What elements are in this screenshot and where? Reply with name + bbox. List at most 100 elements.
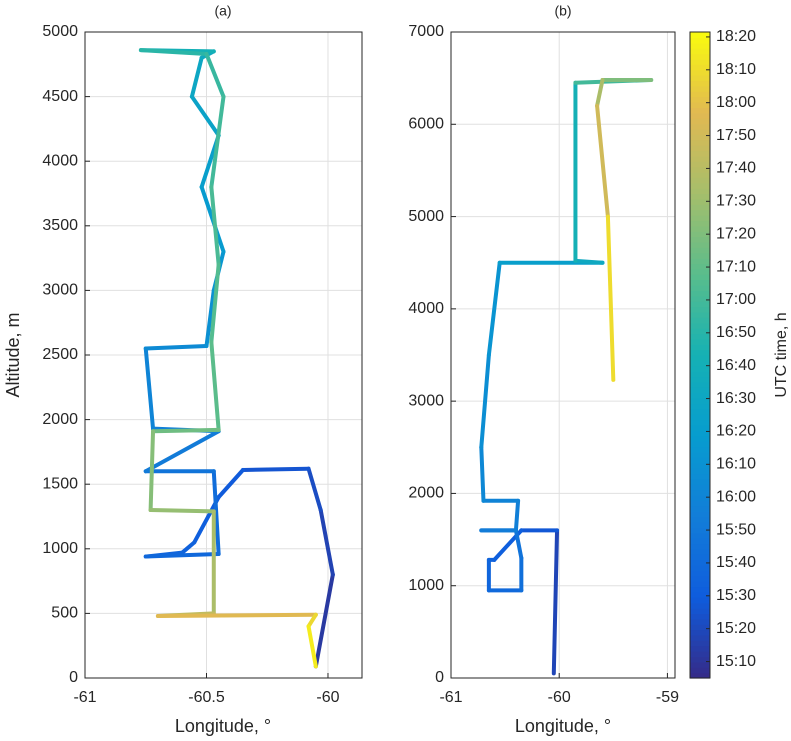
colorbar-tick-label: 15:30 bbox=[716, 587, 756, 604]
colorbar-cell bbox=[690, 505, 710, 512]
colorbar-cell bbox=[690, 532, 710, 539]
trajectory-segment bbox=[605, 214, 616, 382]
colorbar-cell bbox=[690, 225, 710, 232]
trajectory-segment bbox=[204, 51, 226, 99]
trajectory-segment bbox=[513, 528, 524, 561]
x-tick-label: -61 bbox=[439, 689, 462, 706]
colorbar-cell bbox=[690, 403, 710, 410]
colorbar-cell bbox=[690, 570, 710, 577]
colorbar-cell bbox=[690, 360, 710, 367]
colorbar-cell bbox=[690, 398, 710, 405]
colorbar-tick-label: 16:30 bbox=[716, 390, 756, 407]
colorbar-cell bbox=[690, 58, 710, 65]
y-axis-label: Altitude, m bbox=[3, 312, 23, 397]
colorbar-cell bbox=[690, 500, 710, 507]
colorbar-cell bbox=[690, 371, 710, 378]
colorbar-cell bbox=[690, 188, 710, 195]
trajectory-segment bbox=[313, 572, 335, 669]
colorbar-cell bbox=[690, 279, 710, 286]
colorbar-tick-label: 18:20 bbox=[716, 28, 756, 45]
colorbar-cell bbox=[690, 462, 710, 469]
y-tick-label: 2000 bbox=[42, 411, 78, 428]
trajectory-segment bbox=[486, 260, 502, 357]
trajectory-segment bbox=[479, 353, 491, 450]
colorbar-cell bbox=[690, 629, 710, 636]
x-tick-label: -61 bbox=[73, 689, 96, 706]
y-tick-label: 0 bbox=[69, 669, 78, 686]
colorbar-tick-label: 16:50 bbox=[716, 324, 756, 341]
y-tick-label: 1500 bbox=[42, 475, 78, 492]
y-tick-label: 3500 bbox=[42, 217, 78, 234]
colorbar-cell bbox=[690, 457, 710, 464]
y-tick-label: 7000 bbox=[408, 23, 444, 40]
trajectory-segment bbox=[143, 346, 156, 431]
colorbar-cell bbox=[690, 554, 710, 561]
colorbar-cell bbox=[690, 75, 710, 82]
colorbar-cell bbox=[690, 338, 710, 345]
colorbar-cell bbox=[690, 231, 710, 238]
colorbar-cell bbox=[690, 424, 710, 431]
y-tick-label: 5000 bbox=[408, 208, 444, 225]
colorbar-cell bbox=[690, 376, 710, 383]
trajectory-segment bbox=[151, 427, 221, 434]
colorbar-cell bbox=[690, 171, 710, 178]
trajectory-segment bbox=[209, 262, 221, 345]
trajectory-segment bbox=[306, 624, 318, 669]
colorbar-cell bbox=[690, 274, 710, 281]
colorbar-cell bbox=[690, 435, 710, 442]
x-tick-label: -59 bbox=[656, 689, 679, 706]
colorbar-cell bbox=[690, 193, 710, 200]
colorbar-cell bbox=[690, 317, 710, 324]
colorbar-cell bbox=[690, 489, 710, 496]
colorbar-cell bbox=[690, 150, 710, 157]
colorbar-cell bbox=[690, 581, 710, 588]
colorbar-cell bbox=[690, 263, 710, 270]
colorbar-tick-label: 17:40 bbox=[716, 160, 756, 177]
colorbar-cell bbox=[690, 645, 710, 652]
colorbar-tick-label: 15:40 bbox=[716, 554, 756, 571]
colorbar-cell bbox=[690, 618, 710, 625]
panel-title: (b) bbox=[554, 3, 571, 19]
trajectory-segment bbox=[209, 185, 221, 267]
y-tick-label: 4000 bbox=[42, 152, 78, 169]
colorbar-cell bbox=[690, 651, 710, 658]
trajectory-segment bbox=[513, 498, 521, 533]
colorbar-cell bbox=[690, 285, 710, 291]
panel-title: (a) bbox=[214, 3, 231, 19]
colorbar-tick-label: 16:40 bbox=[716, 357, 756, 374]
trajectory-segment bbox=[143, 429, 221, 474]
colorbar-tick-label: 18:00 bbox=[716, 94, 756, 111]
y-tick-label: 4000 bbox=[408, 300, 444, 317]
trajectory-segment bbox=[209, 340, 221, 432]
y-tick-label: 3000 bbox=[408, 392, 444, 409]
colorbar-cell bbox=[690, 145, 710, 152]
colorbar-cell bbox=[690, 241, 710, 248]
y-tick-label: 6000 bbox=[408, 116, 444, 133]
colorbar-frame bbox=[689, 31, 711, 679]
colorbar-cell bbox=[690, 48, 710, 55]
colorbar-cell bbox=[690, 177, 710, 184]
colorbar-cell bbox=[690, 478, 710, 485]
colorbar-cell bbox=[690, 446, 710, 453]
colorbar-tick-label: 16:20 bbox=[716, 423, 756, 440]
x-axis-label: Longitude, ° bbox=[515, 716, 611, 736]
y-tick-label: 4500 bbox=[42, 88, 78, 105]
trajectory-segment bbox=[306, 612, 318, 629]
x-tick-label: -60 bbox=[548, 689, 571, 706]
colorbar-tick-label: 16:00 bbox=[716, 488, 756, 505]
y-tick-label: 0 bbox=[435, 669, 444, 686]
colorbar-tick-label: 16:10 bbox=[716, 456, 756, 473]
trajectory-segment bbox=[595, 103, 610, 219]
colorbar-cell bbox=[690, 80, 710, 87]
colorbar-cell bbox=[690, 441, 710, 448]
colorbar-cell bbox=[690, 161, 710, 168]
colorbar-cell bbox=[690, 258, 710, 265]
colorbar-cell bbox=[690, 306, 710, 313]
colorbar-cell bbox=[690, 451, 710, 458]
plot-frame bbox=[84, 31, 363, 679]
colorbar-cell bbox=[690, 473, 710, 480]
colorbar-cell bbox=[690, 252, 710, 259]
trajectory-segment bbox=[216, 467, 245, 500]
colorbar-cell bbox=[690, 209, 710, 216]
colorbar-cell bbox=[690, 37, 710, 44]
